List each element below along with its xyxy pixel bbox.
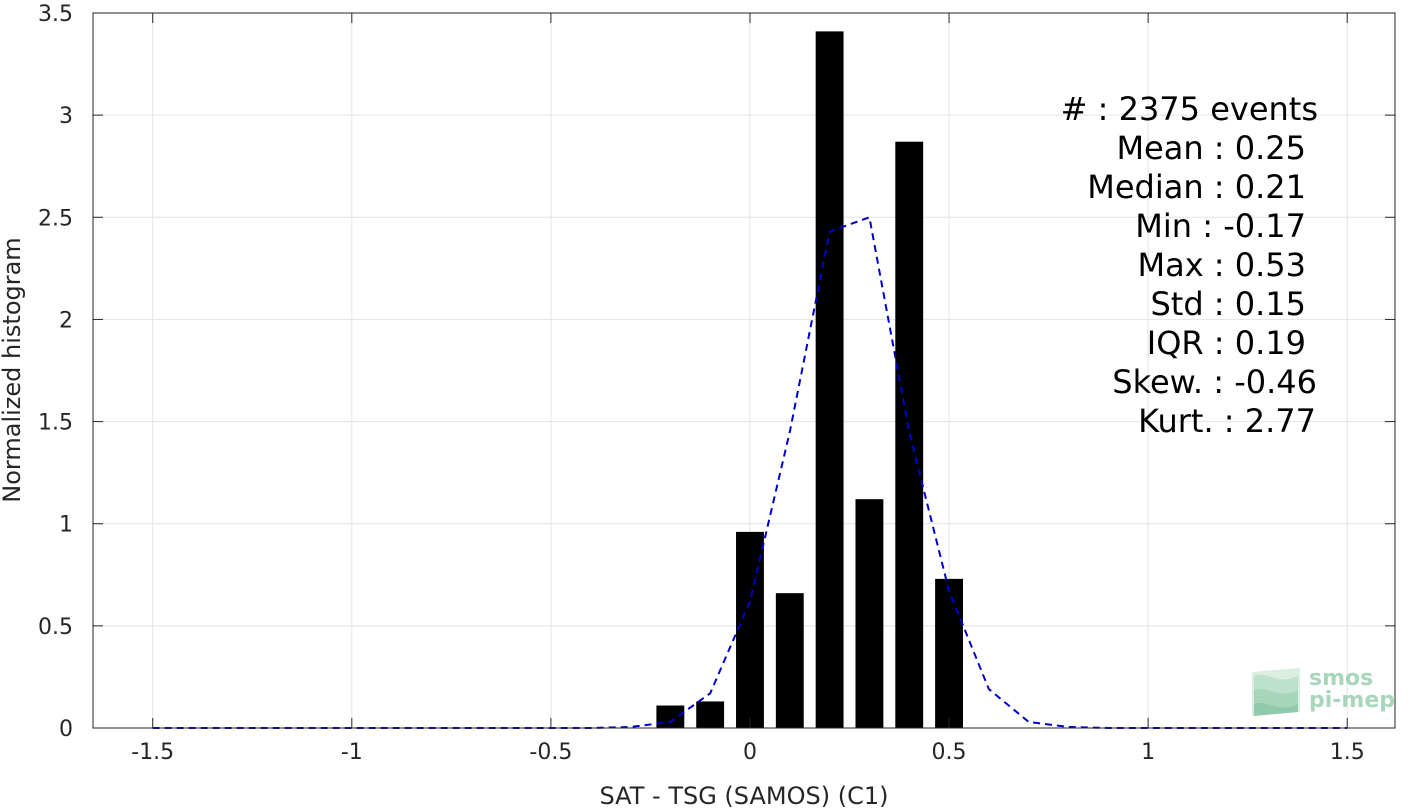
x-tick-label: 1.5 [1330, 740, 1365, 765]
histogram-bar [656, 705, 685, 728]
stat-line: IQR : 0.19 [1147, 324, 1306, 362]
x-tick-labels: -1.5 -1 -0.5 0 0.5 1 1.5 [131, 740, 1364, 765]
x-tick-label: 0.5 [932, 740, 967, 765]
stat-line: Min : -0.17 [1135, 207, 1306, 245]
y-tick-label: 0 [59, 717, 73, 742]
histogram-bar [815, 31, 844, 728]
stat-line: Mean : 0.25 [1116, 129, 1306, 167]
y-tick-label: 1.5 [38, 411, 73, 436]
histogram-bar [855, 499, 884, 728]
stat-line: Std : 0.15 [1150, 285, 1306, 323]
y-tick-label: 0.5 [38, 615, 73, 640]
y-tick-label: 2.5 [38, 206, 73, 231]
stat-line: Skew. : -0.46 [1112, 363, 1317, 401]
fit-curves [152, 215, 1348, 729]
x-tick-label: 1 [1141, 740, 1155, 765]
y-tick-label: 2 [59, 308, 73, 333]
smos-pi-mep-logo: smos pi-mep [1252, 666, 1395, 716]
y-tick-label: 3 [59, 104, 73, 129]
logo-waves-icon [1252, 668, 1300, 716]
stat-line: Kurt. : 2.77 [1138, 402, 1316, 440]
fit-curve-line [152, 215, 1348, 729]
logo-text-smos: smos [1309, 666, 1373, 691]
x-axis-label: SAT - TSG (SAMOS) (C1) [600, 782, 889, 809]
y-axis-label: Normalized histogram [0, 237, 26, 502]
axis-ticks [93, 12, 1395, 729]
stat-line: Max : 0.53 [1137, 246, 1306, 284]
x-tick-label: -1 [341, 740, 363, 765]
histogram-bar [935, 578, 963, 728]
histogram-bar [736, 531, 764, 728]
x-tick-label: -1.5 [131, 740, 174, 765]
histogram-bar [696, 701, 725, 728]
y-tick-labels: 0 0.5 1 1.5 2 2.5 3 3.5 [38, 2, 73, 742]
plot-frame [92, 12, 1396, 729]
y-tick-label: 3.5 [38, 2, 73, 27]
stat-line: Median : 0.21 [1087, 168, 1306, 206]
histogram-bar [775, 593, 804, 728]
stat-line: # : 2375 events [1061, 90, 1318, 128]
x-tick-label: -0.5 [529, 740, 572, 765]
x-tick-label: 0 [743, 740, 757, 765]
histogram-bars [656, 31, 963, 728]
y-tick-label: 1 [59, 513, 73, 538]
logo-text-pi-mep: pi-mep [1309, 688, 1395, 713]
